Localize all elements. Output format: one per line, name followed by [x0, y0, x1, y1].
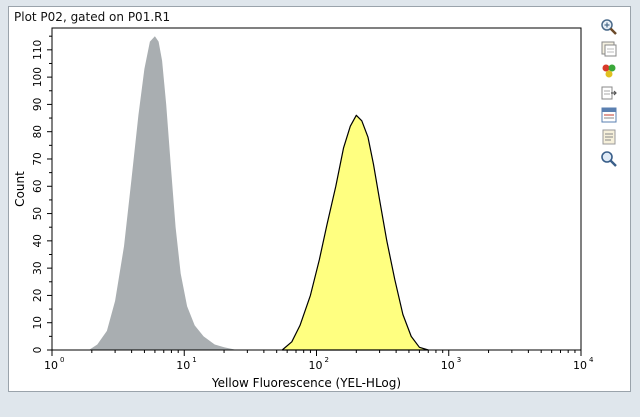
- export-icon: [600, 84, 618, 102]
- x-tick-label: 10: [441, 359, 455, 372]
- magnifier-icon: [600, 150, 618, 168]
- y-axis-label: Count: [13, 171, 27, 207]
- x-tick-label: 10: [44, 359, 58, 372]
- y-tick-label: 70: [32, 152, 44, 165]
- plot-title: Plot P02, gated on P01.R1: [14, 10, 171, 24]
- export-button[interactable]: [598, 82, 620, 104]
- copy-plot-icon: [600, 40, 618, 58]
- x-tick-label: 10: [573, 359, 587, 372]
- copy-plot-button[interactable]: [598, 38, 620, 60]
- plot-toolbar: [598, 16, 624, 170]
- statistics-icon: [600, 106, 618, 124]
- x-tick-exponent: 0: [60, 356, 64, 364]
- zoom-in-icon: [600, 18, 618, 36]
- y-tick-label: 50: [32, 207, 44, 220]
- x-tick-label: 10: [176, 359, 190, 372]
- y-tick-label: 80: [32, 125, 44, 138]
- histogram-series-2: [281, 114, 429, 351]
- statistics-button[interactable]: [598, 104, 620, 126]
- y-tick-label: 0: [32, 347, 44, 354]
- y-tick-label: 30: [32, 261, 44, 274]
- x-tick-label: 10: [309, 359, 323, 372]
- x-tick-exponent: 1: [192, 356, 196, 364]
- y-tick-label: 10: [32, 316, 44, 329]
- zoom-in-button[interactable]: [598, 16, 620, 38]
- y-tick-label: 60: [32, 180, 44, 193]
- x-axis-label: Yellow Fluorescence (YEL-HLog): [211, 376, 401, 390]
- properties-button[interactable]: [598, 126, 620, 148]
- color-settings-icon: [600, 62, 618, 80]
- properties-icon: [600, 128, 618, 146]
- y-tick-label: 90: [32, 98, 44, 111]
- magnifier-button[interactable]: [598, 148, 620, 170]
- y-tick-label: 20: [32, 289, 44, 302]
- y-tick-label: 40: [32, 234, 44, 247]
- color-settings-button[interactable]: [598, 60, 620, 82]
- y-tick-label: 100: [32, 67, 44, 87]
- histogram-series-1: [88, 36, 237, 350]
- x-tick-exponent: 3: [457, 356, 461, 364]
- x-tick-exponent: 2: [325, 356, 329, 364]
- x-tick-exponent: 4: [589, 356, 594, 364]
- y-tick-label: 110: [32, 40, 44, 60]
